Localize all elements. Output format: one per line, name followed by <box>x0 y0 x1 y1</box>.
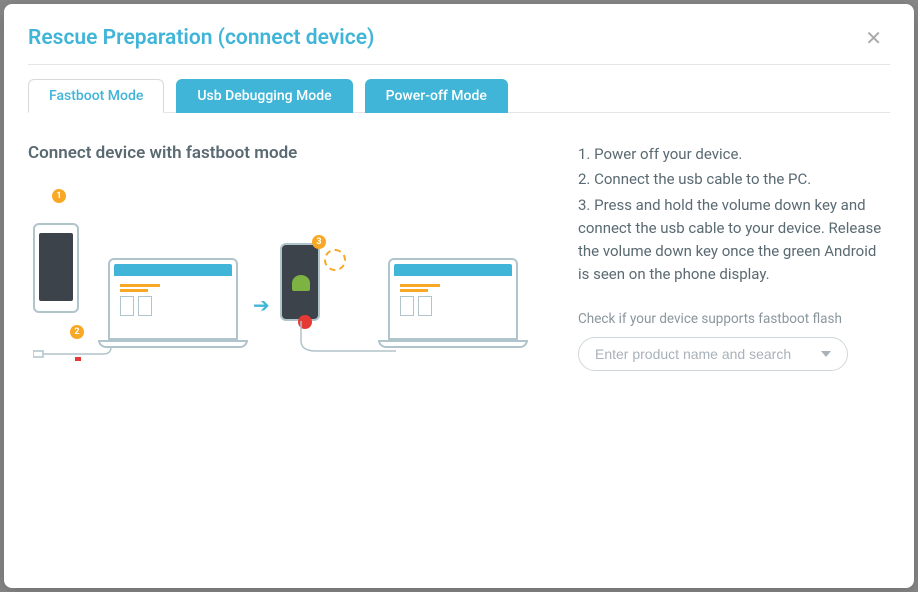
step-text-1: 1. Power off your device. <box>578 143 890 166</box>
step-text-2: 2. Connect the usb cable to the PC. <box>578 168 890 191</box>
android-icon <box>292 275 310 291</box>
step-badge-3-icon: 3 <box>312 235 326 249</box>
step-badge-1-icon: 1 <box>52 189 66 203</box>
mode-tabs: Fastboot Mode Usb Debugging Mode Power-o… <box>28 79 890 113</box>
phone-off-icon <box>33 223 79 313</box>
section-heading: Connect device with fastboot mode <box>28 143 548 163</box>
step-text-3: 3. Press and hold the volume down key an… <box>578 194 890 287</box>
laptop-icon <box>98 258 248 348</box>
arrow-right-icon: ➔ <box>253 293 270 317</box>
close-icon[interactable]: ✕ <box>857 24 890 52</box>
volume-key-icon <box>324 249 346 271</box>
tab-usb-debugging-mode[interactable]: Usb Debugging Mode <box>176 79 352 113</box>
rescue-preparation-modal: Rescue Preparation (connect device) ✕ Fa… <box>4 4 914 588</box>
instructions-column: 1. Power off your device. 2. Connect the… <box>578 143 890 383</box>
modal-content: Connect device with fastboot mode 1 <box>28 113 890 383</box>
laptop-connected-icon <box>378 258 528 348</box>
product-search-dropdown[interactable] <box>578 337 848 371</box>
tab-power-off-mode[interactable]: Power-off Mode <box>365 79 508 113</box>
phone-fastboot-icon <box>280 243 320 321</box>
illustration-column: Connect device with fastboot mode 1 <box>28 143 548 383</box>
step-badge-2-icon: 2 <box>70 325 84 339</box>
tab-fastboot-mode[interactable]: Fastboot Mode <box>28 79 164 113</box>
search-label: Check if your device supports fastboot f… <box>578 311 890 327</box>
modal-header: Rescue Preparation (connect device) ✕ <box>28 24 890 65</box>
usb-cable-icon <box>33 343 113 363</box>
product-search-input[interactable] <box>595 346 821 362</box>
chevron-down-icon <box>821 351 831 357</box>
modal-title: Rescue Preparation (connect device) <box>28 26 374 50</box>
fastboot-illustration: 1 2 <box>28 203 528 383</box>
